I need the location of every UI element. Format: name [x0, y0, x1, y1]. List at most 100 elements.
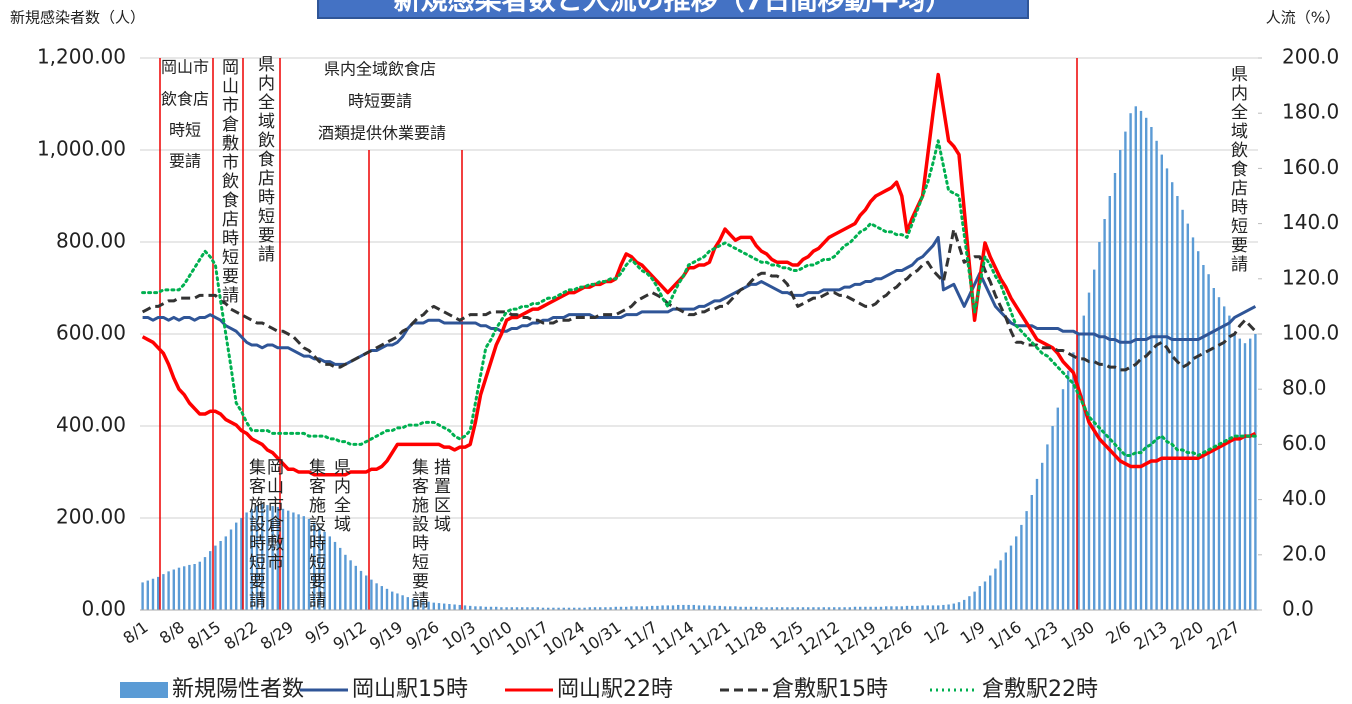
bar: [302, 516, 305, 610]
bar: [703, 605, 706, 610]
bar: [666, 605, 669, 610]
bar: [359, 570, 363, 610]
bar: [999, 560, 1002, 610]
bar: [879, 606, 883, 610]
x-tick-label: 9/5: [301, 617, 333, 647]
bar: [994, 568, 997, 610]
x-tick-label: 12/26: [867, 617, 916, 659]
line: [141, 72, 1257, 477]
bar: [1046, 444, 1049, 610]
bar: [723, 606, 727, 610]
bar: [1119, 150, 1122, 610]
bar: [1197, 251, 1200, 610]
bar: [188, 564, 191, 610]
bar: [245, 512, 248, 610]
y2-axis-label: 人流（%）: [1266, 9, 1340, 27]
bar: [453, 604, 456, 610]
annotation: 県内全域飲食店時短要請: [1227, 65, 1248, 274]
bar: [781, 607, 784, 610]
bar: [791, 607, 794, 610]
bar: [593, 607, 597, 610]
bar: [307, 518, 311, 610]
bar: [765, 607, 768, 610]
x-tick-label: 8/8: [156, 617, 188, 647]
bar: [1191, 237, 1195, 610]
bar: [573, 607, 576, 610]
y-tick-label: 800.00: [56, 229, 126, 253]
x-tick-label: 1/9: [957, 617, 989, 647]
bar: [167, 571, 170, 610]
bar: [921, 605, 924, 610]
y2-tick-label: 100.0: [1282, 321, 1339, 345]
bar: [250, 508, 253, 610]
bar: [448, 604, 451, 610]
annotation: 県内全域飲食店: [324, 60, 436, 79]
bar: [391, 591, 394, 610]
bar: [1155, 140, 1158, 611]
x-tick-label: 9/19: [366, 617, 406, 653]
bar: [770, 607, 773, 610]
x-tick-label: 8/15: [184, 617, 224, 653]
bar: [313, 522, 316, 610]
y2-tick-label: 60.0: [1282, 431, 1327, 455]
bar: [911, 605, 914, 610]
y-tick-label: 200.00: [56, 505, 126, 529]
bar: [1030, 495, 1033, 610]
bar: [651, 605, 654, 610]
bar: [401, 595, 404, 610]
bar: [266, 505, 269, 610]
legend-swatch: [120, 682, 168, 698]
y-axis-label: 新規感染者数（人）: [10, 9, 145, 27]
bar: [864, 606, 867, 610]
bar: [151, 578, 155, 610]
bar: [344, 554, 347, 610]
bar: [1129, 113, 1132, 610]
legend-label: 岡山駅22時: [557, 677, 673, 702]
bar: [729, 606, 732, 610]
x-tick-label: 1/2: [920, 617, 952, 647]
bar: [760, 607, 763, 610]
bar: [739, 606, 742, 610]
bar: [1035, 478, 1039, 610]
bar: [614, 606, 617, 610]
bar: [952, 603, 955, 610]
bar: [557, 607, 560, 610]
x-tick-label: 9/12: [330, 617, 370, 653]
bar: [968, 596, 971, 610]
line: [141, 227, 1257, 372]
bar: [531, 607, 534, 610]
bar: [697, 605, 701, 610]
bar: [687, 604, 690, 610]
bar: [255, 506, 259, 610]
x-tick-label: 11/14: [649, 617, 698, 659]
bar: [1186, 223, 1189, 610]
bar: [692, 604, 695, 610]
bar: [885, 606, 888, 610]
bar: [916, 605, 919, 610]
annotation: 岡山市倉敷市: [263, 458, 284, 572]
bar: [203, 557, 207, 610]
bar: [848, 607, 851, 610]
legend-label: 岡山駅15時: [352, 677, 468, 702]
bar: [796, 607, 799, 610]
bar: [427, 601, 430, 610]
bar: [755, 606, 758, 610]
annotation: 県内全域: [330, 458, 351, 534]
bar: [1238, 338, 1241, 610]
bar: [973, 591, 976, 610]
lines: [141, 72, 1257, 477]
bar: [1072, 352, 1075, 610]
bar: [801, 607, 805, 610]
bar: [209, 551, 212, 610]
bar: [562, 607, 565, 610]
bar: [822, 607, 825, 610]
x-tick-label: 8/29: [257, 617, 297, 653]
x-tick-label: 1/30: [1058, 617, 1098, 653]
bar: [193, 564, 196, 610]
bar: [1160, 154, 1163, 610]
annotation: 集客施設時短要請: [305, 458, 326, 610]
bar: [1202, 265, 1205, 610]
annotation: 岡山市: [161, 58, 209, 77]
bar: [1228, 315, 1231, 610]
